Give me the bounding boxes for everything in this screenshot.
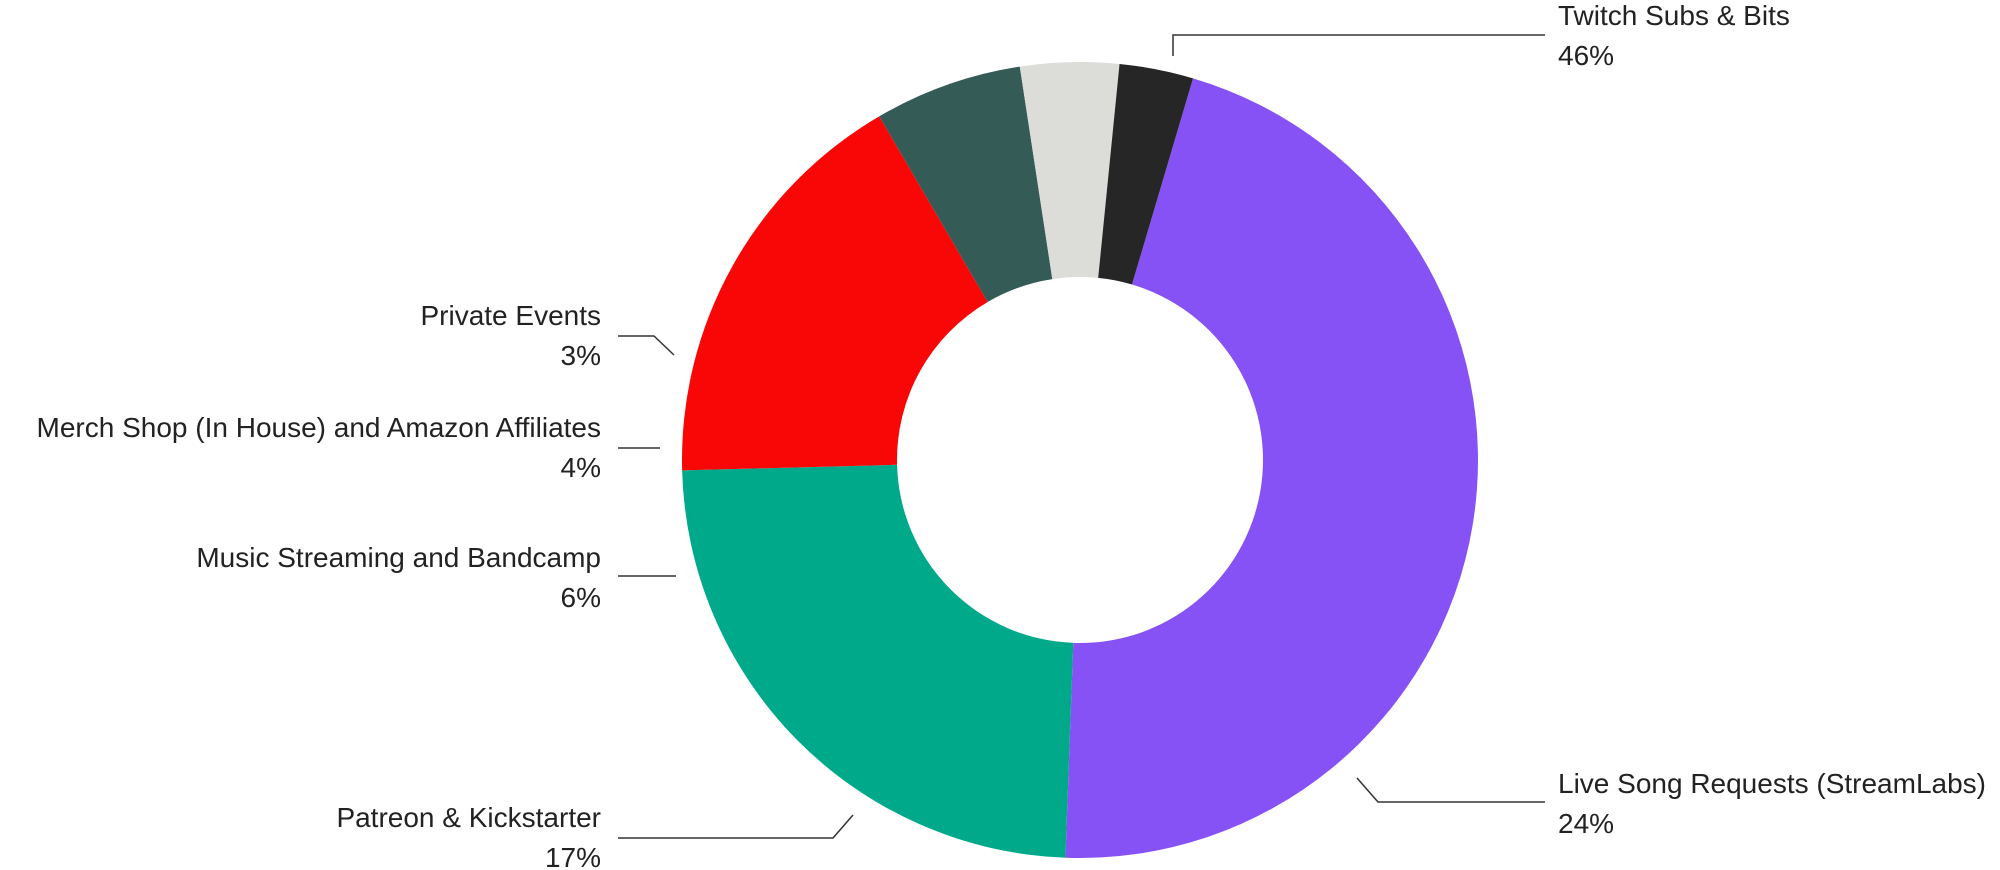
slice-patreon-kickstarter <box>682 116 988 471</box>
slice-label-twitch-subs-bits: Twitch Subs & Bits <box>1558 0 1790 31</box>
leader-lines <box>618 34 1545 839</box>
slice-value-label-private-events: 3% <box>561 340 601 371</box>
slice-value-label-merch-shop-in-house-and-amazon-affiliates: 4% <box>561 452 601 483</box>
slice-value-label-live-song-requests-streamlabs: 24% <box>1558 808 1614 839</box>
leader-line-live-song-requests-streamlabs <box>1356 777 1545 803</box>
slice-value-label-patreon-kickstarter: 17% <box>545 842 601 870</box>
slice-live-song-requests-streamlabs <box>682 464 1074 858</box>
leader-line-patreon-kickstarter <box>618 814 854 839</box>
slice-private-events <box>1098 63 1194 285</box>
slice-music-streaming-and-bandcamp <box>879 66 1053 302</box>
slice-labels: Twitch Subs & Bits 46% Live Song Requests … <box>37 0 1986 870</box>
slice-label-music-streaming-and-bandcamp: Music Streaming and Bandcamp <box>196 542 601 573</box>
slice-label-private-events: Private Events <box>420 300 601 331</box>
leader-line-twitch-subs-bits <box>1172 34 1545 56</box>
slice-twitch-subs-bits <box>1065 78 1479 858</box>
slice-value-label-music-streaming-and-bandcamp: 6% <box>561 582 601 613</box>
leader-line-private-events <box>618 335 675 356</box>
slice-label-patreon-kickstarter: Patreon & Kickstarter <box>336 802 601 833</box>
slice-label-live-song-requests-streamlabs: Live Song Requests (StreamLabs) <box>1558 768 1986 799</box>
donut-slices <box>682 61 1479 858</box>
slice-label-merch-shop-in-house-and-amazon-affiliates: Merch Shop (In House) and Amazon Affilia… <box>37 412 601 443</box>
slice-merch-shop-in-house-and-amazon-affiliates <box>1019 61 1120 280</box>
slice-value-label-twitch-subs-bits: 46% <box>1558 40 1614 71</box>
